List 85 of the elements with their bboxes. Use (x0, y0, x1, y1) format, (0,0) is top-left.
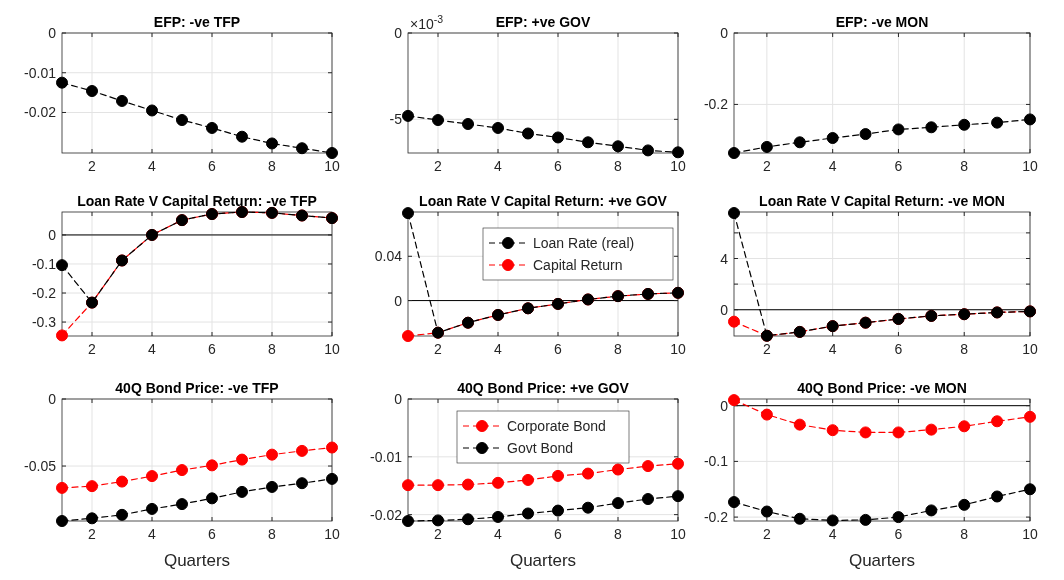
chart-title: EFP: -ve TFP (153, 14, 241, 30)
y-tick-label: -0.2 (703, 96, 729, 113)
x-axis-title: Quarters (509, 551, 577, 570)
x-tick-label: 4 (494, 526, 503, 542)
x-tick-label: 4 (828, 526, 837, 542)
x-axis-title: Quarters (163, 551, 231, 570)
x-tick-label: 6 (208, 158, 217, 174)
x-tick-label: 10 (324, 341, 340, 357)
y-tick-label: -0.02 (24, 104, 57, 121)
x-tick-label: 2 (434, 341, 443, 357)
x-tick-label: 10 (1022, 341, 1038, 357)
legend-label: Loan Rate (real) (533, 235, 635, 251)
x-tick-label: 2 (762, 341, 771, 357)
x-tick-label: 8 (960, 526, 969, 542)
x-tick-label: 10 (670, 158, 686, 174)
y-tick-label: 0.04 (374, 248, 403, 265)
x-tick-label: 6 (894, 341, 903, 357)
x-tick-label: 8 (268, 341, 277, 357)
x-tick-label: 2 (88, 158, 97, 174)
chart-title: 40Q Bond Price: +ve GOV (457, 380, 630, 396)
y-tick-label: -0.2 (31, 285, 57, 302)
y-tick-label: -0.02 (370, 506, 403, 523)
chart-title: EFP: +ve GOV (495, 14, 591, 30)
y-tick-label: 4 (720, 250, 729, 267)
y-tick-label: -0.01 (370, 448, 403, 465)
legend-label: Capital Return (533, 257, 623, 273)
x-tick-label: 4 (494, 158, 503, 174)
legend-label: Corporate Bond (507, 418, 606, 434)
x-tick-label: 10 (670, 341, 686, 357)
x-tick-label: 2 (434, 526, 443, 542)
y-tick-label: 0 (394, 292, 403, 309)
x-tick-label: 6 (208, 341, 217, 357)
x-tick-label: 4 (148, 158, 157, 174)
x-tick-label: 6 (208, 526, 217, 542)
chart-title: Loan Rate V Capital Return: -ve TFP (77, 193, 317, 209)
text: ×10$^{-3}$ (410, 13, 444, 32)
x-tick-label: 4 (828, 158, 837, 174)
x-tick-label: 8 (268, 158, 277, 174)
legend-label: Govt Bond (507, 440, 574, 456)
x-tick-label: 8 (960, 158, 969, 174)
y-tick-label: -0.3 (31, 314, 57, 331)
y-tick-label: -5 (389, 111, 403, 128)
y-tick-label: 0 (720, 25, 729, 41)
x-tick-label: 6 (554, 526, 563, 542)
x-tick-label: 2 (762, 526, 771, 542)
x-tick-label: 10 (670, 526, 686, 542)
x-tick-label: 8 (614, 341, 623, 357)
chart-title: 40Q Bond Price: -ve MON (797, 380, 967, 396)
x-tick-label: 10 (324, 158, 340, 174)
x-tick-label: 4 (828, 341, 837, 357)
chart-title: Loan Rate V Capital Return: +ve GOV (419, 193, 668, 209)
y-tick-label: -0.05 (24, 458, 57, 475)
y-tick-label: -0.1 (703, 453, 729, 470)
x-tick-label: 4 (148, 341, 157, 357)
x-tick-label: 8 (960, 341, 969, 357)
x-tick-label: 2 (762, 158, 771, 174)
x-tick-label: 10 (1022, 526, 1038, 542)
y-tick-label: -0.2 (703, 509, 729, 526)
chart-title: 40Q Bond Price: -ve TFP (115, 380, 279, 396)
chart-title: EFP: -ve MON (835, 14, 929, 30)
y-tick-label: -0.1 (31, 255, 57, 272)
y-tick-label: 0 (720, 397, 729, 414)
x-tick-label: 10 (324, 526, 340, 542)
y-tick-label: 0 (48, 226, 57, 243)
x-tick-label: 4 (148, 526, 157, 542)
x-tick-label: 8 (614, 526, 623, 542)
y-tick-label: -0.01 (24, 64, 57, 81)
x-tick-label: 8 (268, 526, 277, 542)
y-tick-label: 0 (48, 25, 57, 41)
x-tick-label: 6 (554, 341, 563, 357)
x-tick-label: 6 (554, 158, 563, 174)
x-tick-label: 4 (494, 341, 503, 357)
x-tick-label: 10 (1022, 158, 1038, 174)
y-tick-label: 0 (394, 391, 403, 407)
x-tick-label: 2 (88, 341, 97, 357)
x-tick-label: 6 (894, 526, 903, 542)
chart-title: Loan Rate V Capital Return: -ve MON (759, 193, 1005, 209)
x-tick-label: 2 (434, 158, 443, 174)
y-tick-label: 0 (394, 25, 403, 41)
x-tick-label: 2 (88, 526, 97, 542)
y-tick-label: 0 (720, 301, 729, 318)
x-axis-title: Quarters (848, 551, 916, 570)
y-tick-label: 0 (48, 391, 57, 407)
x-tick-label: 6 (894, 158, 903, 174)
x-tick-label: 8 (614, 158, 623, 174)
